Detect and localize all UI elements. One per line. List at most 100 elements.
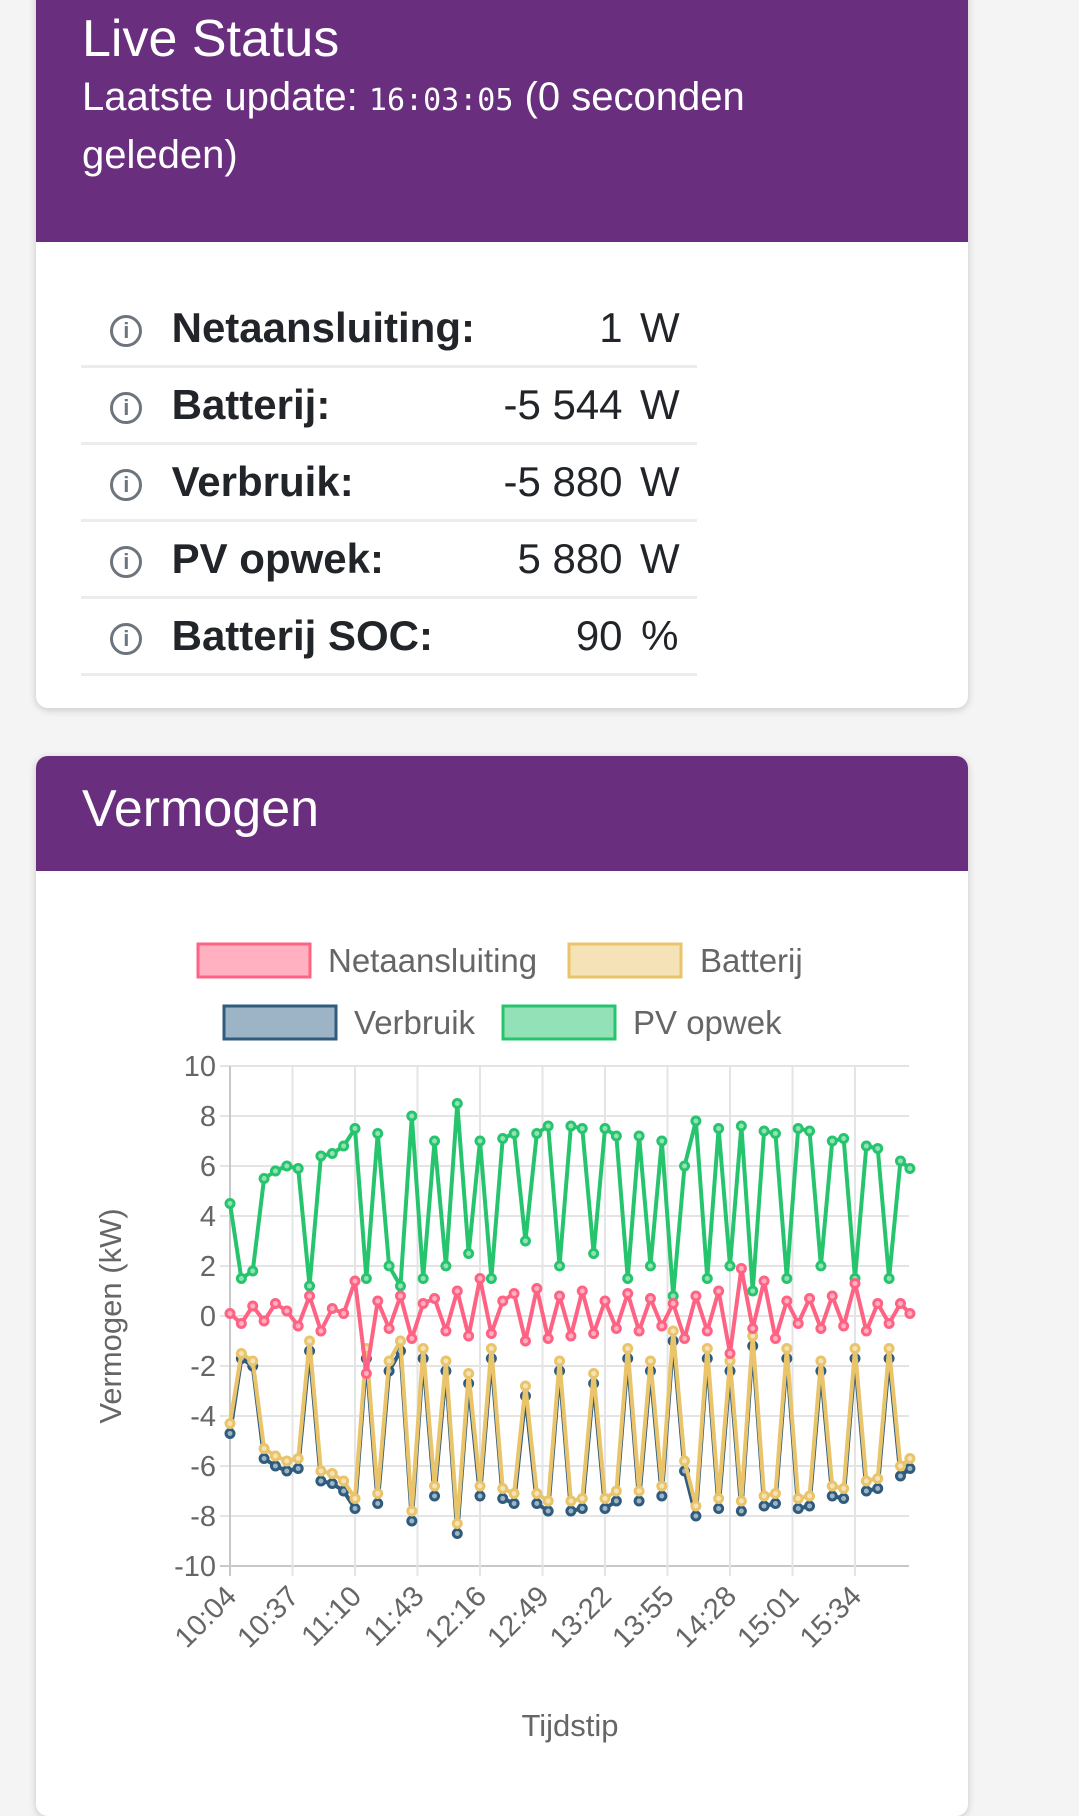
info-icon[interactable]: i	[110, 391, 143, 424]
data-point	[849, 1343, 861, 1354]
data-point	[519, 1335, 531, 1347]
data-point	[576, 1123, 588, 1134]
data-point	[747, 1323, 759, 1334]
data-point	[815, 1323, 827, 1334]
power-title: Vermogen	[82, 780, 320, 838]
legend-label: Netaansluiting	[328, 942, 537, 979]
data-point	[904, 1163, 916, 1174]
data-point	[315, 1150, 327, 1162]
data-point	[769, 1498, 781, 1509]
data-point	[576, 1285, 588, 1297]
data-point	[394, 1280, 406, 1292]
data-point	[644, 1293, 656, 1304]
data-point	[394, 1335, 406, 1347]
status-unit: %	[622, 597, 697, 676]
data-point	[565, 1330, 577, 1342]
data-point	[326, 1148, 338, 1159]
data-point	[247, 1265, 259, 1277]
data-point	[372, 1488, 384, 1499]
data-point	[304, 1280, 316, 1292]
status-label: Batterij SOC:	[171, 597, 475, 676]
data-point	[792, 1123, 804, 1134]
data-point	[463, 1330, 475, 1342]
data-point	[599, 1123, 611, 1134]
data-point	[644, 1355, 656, 1367]
data-point	[565, 1120, 577, 1132]
data-point	[735, 1505, 747, 1517]
status-value: -5 544	[474, 366, 623, 445]
legend-label: Batterij	[700, 942, 803, 979]
data-point	[440, 1260, 452, 1272]
data-point	[860, 1325, 872, 1337]
data-point	[247, 1300, 259, 1312]
data-point	[610, 1130, 622, 1142]
data-point	[315, 1475, 327, 1487]
data-point	[690, 1500, 702, 1512]
data-point	[406, 1515, 418, 1527]
data-point	[883, 1318, 895, 1329]
last-update: Laatste update: 16:03:05 (0 seconden gel…	[82, 70, 968, 182]
data-point	[849, 1278, 861, 1289]
last-update-ago: (0 seconden	[524, 75, 745, 119]
info-icon[interactable]: i	[110, 545, 143, 578]
legend-swatch	[567, 942, 683, 979]
data-point	[804, 1125, 816, 1137]
data-point	[883, 1343, 895, 1354]
data-point	[429, 1293, 441, 1304]
legend-label: PV opwek	[633, 1004, 782, 1041]
data-point	[315, 1325, 327, 1337]
data-point	[679, 1160, 691, 1172]
data-point	[383, 1260, 395, 1272]
legend-item[interactable]: PV opwek	[501, 1004, 782, 1041]
data-point	[338, 1475, 350, 1487]
data-point	[633, 1325, 645, 1337]
legend-item[interactable]: Verbruik	[222, 1004, 476, 1041]
data-point	[622, 1288, 634, 1299]
data-point	[781, 1343, 793, 1354]
data-point	[713, 1503, 725, 1514]
data-point	[417, 1298, 429, 1309]
y-tick-label: -10	[174, 1551, 216, 1583]
data-point	[406, 1333, 418, 1344]
info-icon[interactable]: i	[110, 468, 143, 501]
series-pv-opwek	[224, 1098, 916, 1302]
data-point	[497, 1493, 509, 1504]
data-point	[542, 1505, 554, 1517]
data-point	[383, 1323, 395, 1334]
x-tick-label: 13:55	[607, 1580, 681, 1654]
live-status-card: Live Status Laatste update: 16:03:05 (0 …	[36, 0, 968, 708]
data-point	[531, 1488, 543, 1499]
data-point	[656, 1320, 668, 1332]
data-point	[531, 1283, 543, 1294]
x-tick-label: 10:04	[169, 1580, 243, 1654]
data-point	[804, 1490, 816, 1502]
data-point	[565, 1505, 577, 1517]
data-point	[451, 1518, 463, 1529]
series-line	[228, 1266, 912, 1376]
data-point	[326, 1303, 338, 1314]
data-point	[781, 1273, 793, 1284]
data-point	[769, 1333, 781, 1344]
data-point	[758, 1275, 770, 1287]
data-point	[304, 1290, 316, 1302]
y-tick-label: -6	[190, 1451, 216, 1483]
status-label: Netaansluiting:	[171, 291, 475, 368]
last-update-time: 16:03:05	[368, 83, 514, 118]
data-point	[349, 1503, 361, 1514]
data-point	[735, 1120, 747, 1132]
legend-item[interactable]: Netaansluiting	[196, 942, 537, 979]
data-point	[576, 1503, 588, 1514]
info-icon[interactable]: i	[110, 314, 143, 347]
info-icon[interactable]: i	[110, 622, 143, 655]
data-point	[235, 1273, 247, 1284]
legend-item[interactable]: Batterij	[567, 942, 803, 979]
data-point	[224, 1418, 236, 1429]
data-point	[394, 1290, 406, 1302]
data-point	[610, 1485, 622, 1497]
data-point	[735, 1495, 747, 1507]
data-point	[474, 1480, 486, 1492]
last-update-ago-2: geleden)	[82, 133, 238, 177]
data-point	[792, 1318, 804, 1329]
data-point	[531, 1128, 543, 1139]
data-point	[497, 1483, 509, 1494]
